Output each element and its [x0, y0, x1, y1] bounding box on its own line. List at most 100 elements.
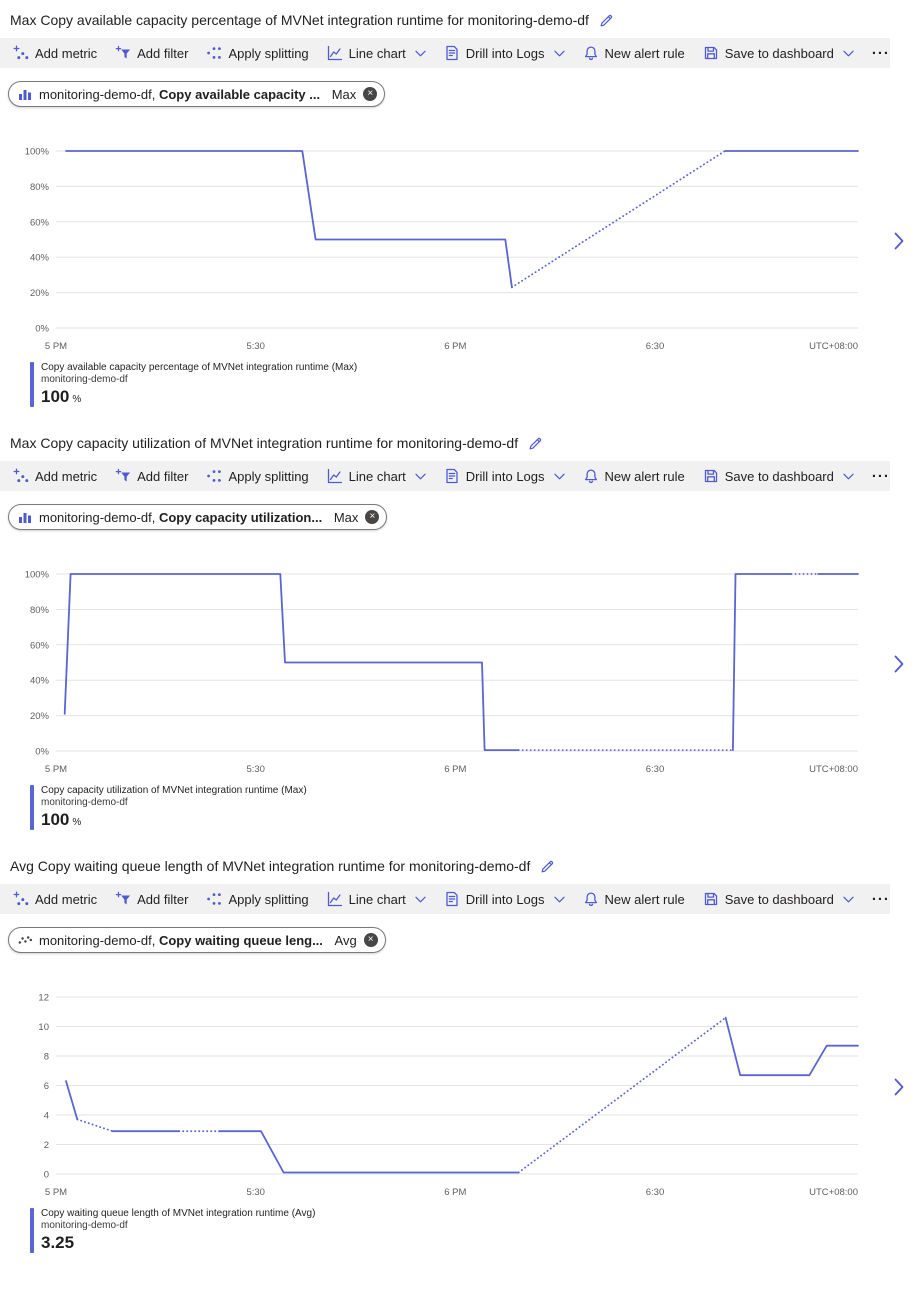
- add-filter-button[interactable]: Add filter: [106, 461, 197, 491]
- apply-splitting-button[interactable]: Apply splitting: [197, 38, 317, 68]
- legend-value: 100%: [41, 810, 307, 830]
- svg-text:6 PM: 6 PM: [444, 341, 466, 352]
- chart-title: Avg Copy waiting queue length of MVNet i…: [10, 858, 531, 874]
- drill-into-logs-button[interactable]: Drill into Logs: [435, 38, 574, 68]
- chart-title-row: Max Copy available capacity percentage o…: [0, 0, 918, 28]
- save-to-dashboard-button[interactable]: Save to dashboard: [694, 38, 863, 68]
- toolbar-left-group: Add metric Add filter Apply splitting: [4, 461, 318, 491]
- new-alert-rule-button[interactable]: New alert rule: [574, 461, 694, 491]
- svg-text:0%: 0%: [35, 747, 49, 758]
- metric-pill[interactable]: monitoring-demo-df, Copy capacity utiliz…: [8, 504, 388, 530]
- svg-text:8: 8: [44, 1052, 49, 1063]
- add-filter-label: Add filter: [137, 468, 189, 484]
- chevron-down-icon: [843, 50, 854, 56]
- svg-text:0: 0: [44, 1170, 49, 1181]
- add-metric-button[interactable]: Add metric: [4, 884, 106, 914]
- save-to-dashboard-button[interactable]: Save to dashboard: [694, 884, 863, 914]
- more-options-button[interactable]: ···: [863, 461, 899, 491]
- save-to-dashboard-button[interactable]: Save to dashboard: [694, 461, 863, 491]
- add-metric-label: Add metric: [35, 45, 98, 61]
- save-to-dashboard-label: Save to dashboard: [724, 468, 834, 484]
- svg-text:5 PM: 5 PM: [45, 764, 67, 775]
- legend-text: Copy waiting queue length of MVNet integ…: [41, 1208, 315, 1253]
- apply-splitting-icon: [207, 47, 222, 59]
- chart-type-dropdown[interactable]: Line chart: [318, 884, 435, 914]
- svg-text:20%: 20%: [30, 288, 50, 299]
- edit-chart-title-icon[interactable]: [528, 436, 543, 451]
- metric-section: Avg Copy waiting queue length of MVNet i…: [0, 846, 918, 1253]
- svg-text:100%: 100%: [25, 570, 50, 581]
- metric-pill-row: monitoring-demo-df, Copy capacity utiliz…: [8, 504, 918, 530]
- new-alert-rule-button[interactable]: New alert rule: [574, 38, 694, 68]
- svg-text:6: 6: [44, 1081, 49, 1092]
- toolbar-right-group: Line chart Drill into Logs New alert rul…: [318, 884, 899, 914]
- metric-pill[interactable]: monitoring-demo-df, Copy available capac…: [8, 81, 386, 107]
- metric-pill-text: monitoring-demo-df, Copy capacity utiliz…: [39, 510, 358, 525]
- apply-splitting-button[interactable]: Apply splitting: [197, 884, 317, 914]
- apply-splitting-label: Apply splitting: [228, 468, 309, 484]
- new-alert-rule-icon: [584, 892, 597, 907]
- drill-into-logs-label: Drill into Logs: [465, 891, 545, 907]
- metric-pill-text: monitoring-demo-df, Copy available capac…: [39, 87, 356, 102]
- svg-text:6:30: 6:30: [646, 341, 665, 352]
- legend-value: 100%: [41, 387, 357, 407]
- next-time-range-button[interactable]: [884, 642, 914, 686]
- chart-type-label: Line chart: [348, 468, 406, 484]
- legend-value: 3.25: [41, 1233, 315, 1253]
- more-options-icon: ···: [871, 467, 890, 485]
- metrics-line-chart[interactable]: 12 10 8 6 4 2 0 5 PM 5:30 6 PM 6:30 UTC+08:00: [0, 969, 884, 1204]
- svg-text:4: 4: [44, 1111, 49, 1122]
- toolbar-right-group: Line chart Drill into Logs New alert rul…: [318, 461, 899, 491]
- pill-metric: Copy waiting queue leng...: [158, 932, 323, 948]
- edit-chart-title-icon[interactable]: [540, 859, 555, 874]
- drill-into-logs-button[interactable]: Drill into Logs: [435, 884, 574, 914]
- add-metric-button[interactable]: Add metric: [4, 38, 106, 68]
- metrics-page: Max Copy available capacity percentage o…: [0, 0, 918, 1253]
- drill-into-logs-icon: [446, 468, 458, 484]
- chart-type-dropdown[interactable]: Line chart: [318, 38, 435, 68]
- new-alert-rule-label: New alert rule: [604, 45, 685, 61]
- remove-metric-icon[interactable]: ×: [363, 87, 378, 101]
- metric-pill[interactable]: monitoring-demo-df, Copy waiting queue l…: [8, 927, 386, 953]
- add-filter-button[interactable]: Add filter: [106, 38, 197, 68]
- add-metric-label: Add metric: [35, 891, 98, 907]
- svg-text:5 PM: 5 PM: [45, 341, 67, 352]
- more-options-button[interactable]: ···: [863, 884, 899, 914]
- remove-metric-icon[interactable]: ×: [363, 933, 378, 947]
- svg-text:20%: 20%: [30, 711, 50, 722]
- legend-metric-name: Copy waiting queue length of MVNet integ…: [41, 1208, 316, 1219]
- legend-metric-name: Copy available capacity percentage of MV…: [41, 362, 358, 373]
- legend-value-number: 100: [41, 810, 70, 829]
- remove-metric-icon[interactable]: ×: [365, 510, 380, 524]
- save-to-dashboard-label: Save to dashboard: [724, 45, 834, 61]
- new-alert-rule-button[interactable]: New alert rule: [574, 884, 694, 914]
- add-filter-button[interactable]: Add filter: [106, 884, 197, 914]
- chevron-down-icon: [553, 50, 565, 56]
- more-options-button[interactable]: ···: [863, 38, 899, 68]
- chevron-down-icon: [553, 896, 565, 902]
- next-time-range-button[interactable]: [884, 219, 914, 263]
- svg-text:5:30: 5:30: [246, 1187, 265, 1198]
- metric-section: Max Copy capacity utilization of MVNet i…: [0, 423, 918, 830]
- chevron-down-icon: [553, 473, 565, 479]
- edit-chart-title-icon[interactable]: [599, 13, 614, 28]
- drill-into-logs-button[interactable]: Drill into Logs: [435, 461, 574, 491]
- add-filter-label: Add filter: [137, 891, 189, 907]
- chart-legend[interactable]: Copy waiting queue length of MVNet integ…: [30, 1208, 918, 1253]
- legend-value-number: 100: [41, 387, 70, 406]
- metrics-line-chart[interactable]: 100% 80% 60% 40% 20% 0% 5 PM 5:30 6 PM 6:30 UTC+08…: [0, 546, 884, 781]
- apply-splitting-button[interactable]: Apply splitting: [197, 461, 317, 491]
- pill-resource: monitoring-demo-df,: [39, 932, 156, 948]
- svg-text:6 PM: 6 PM: [444, 764, 466, 775]
- legend-value-unit: %: [72, 394, 82, 405]
- chart-row: 100% 80% 60% 40% 20% 0% 5 PM 5:30 6 PM 6:30 UTC+08…: [0, 546, 918, 781]
- add-metric-button[interactable]: Add metric: [4, 461, 106, 491]
- next-time-range-button[interactable]: [884, 1065, 914, 1109]
- chart-legend[interactable]: Copy capacity utilization of MVNet integ…: [30, 785, 918, 830]
- svg-text:60%: 60%: [30, 640, 50, 651]
- metrics-line-chart[interactable]: 100% 80% 60% 40% 20% 0% 5 PM 5:30 6 PM 6:30 UTC+08…: [0, 123, 884, 358]
- chart-legend[interactable]: Copy available capacity percentage of MV…: [30, 362, 918, 407]
- chart-type-dropdown[interactable]: Line chart: [318, 461, 435, 491]
- metric-pill-row: monitoring-demo-df, Copy waiting queue l…: [8, 927, 918, 953]
- metric-pill-row: monitoring-demo-df, Copy available capac…: [8, 81, 918, 107]
